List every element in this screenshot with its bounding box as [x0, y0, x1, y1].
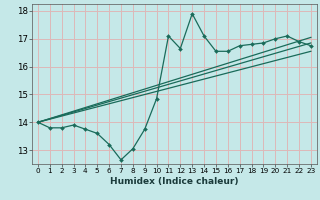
X-axis label: Humidex (Indice chaleur): Humidex (Indice chaleur)	[110, 177, 239, 186]
